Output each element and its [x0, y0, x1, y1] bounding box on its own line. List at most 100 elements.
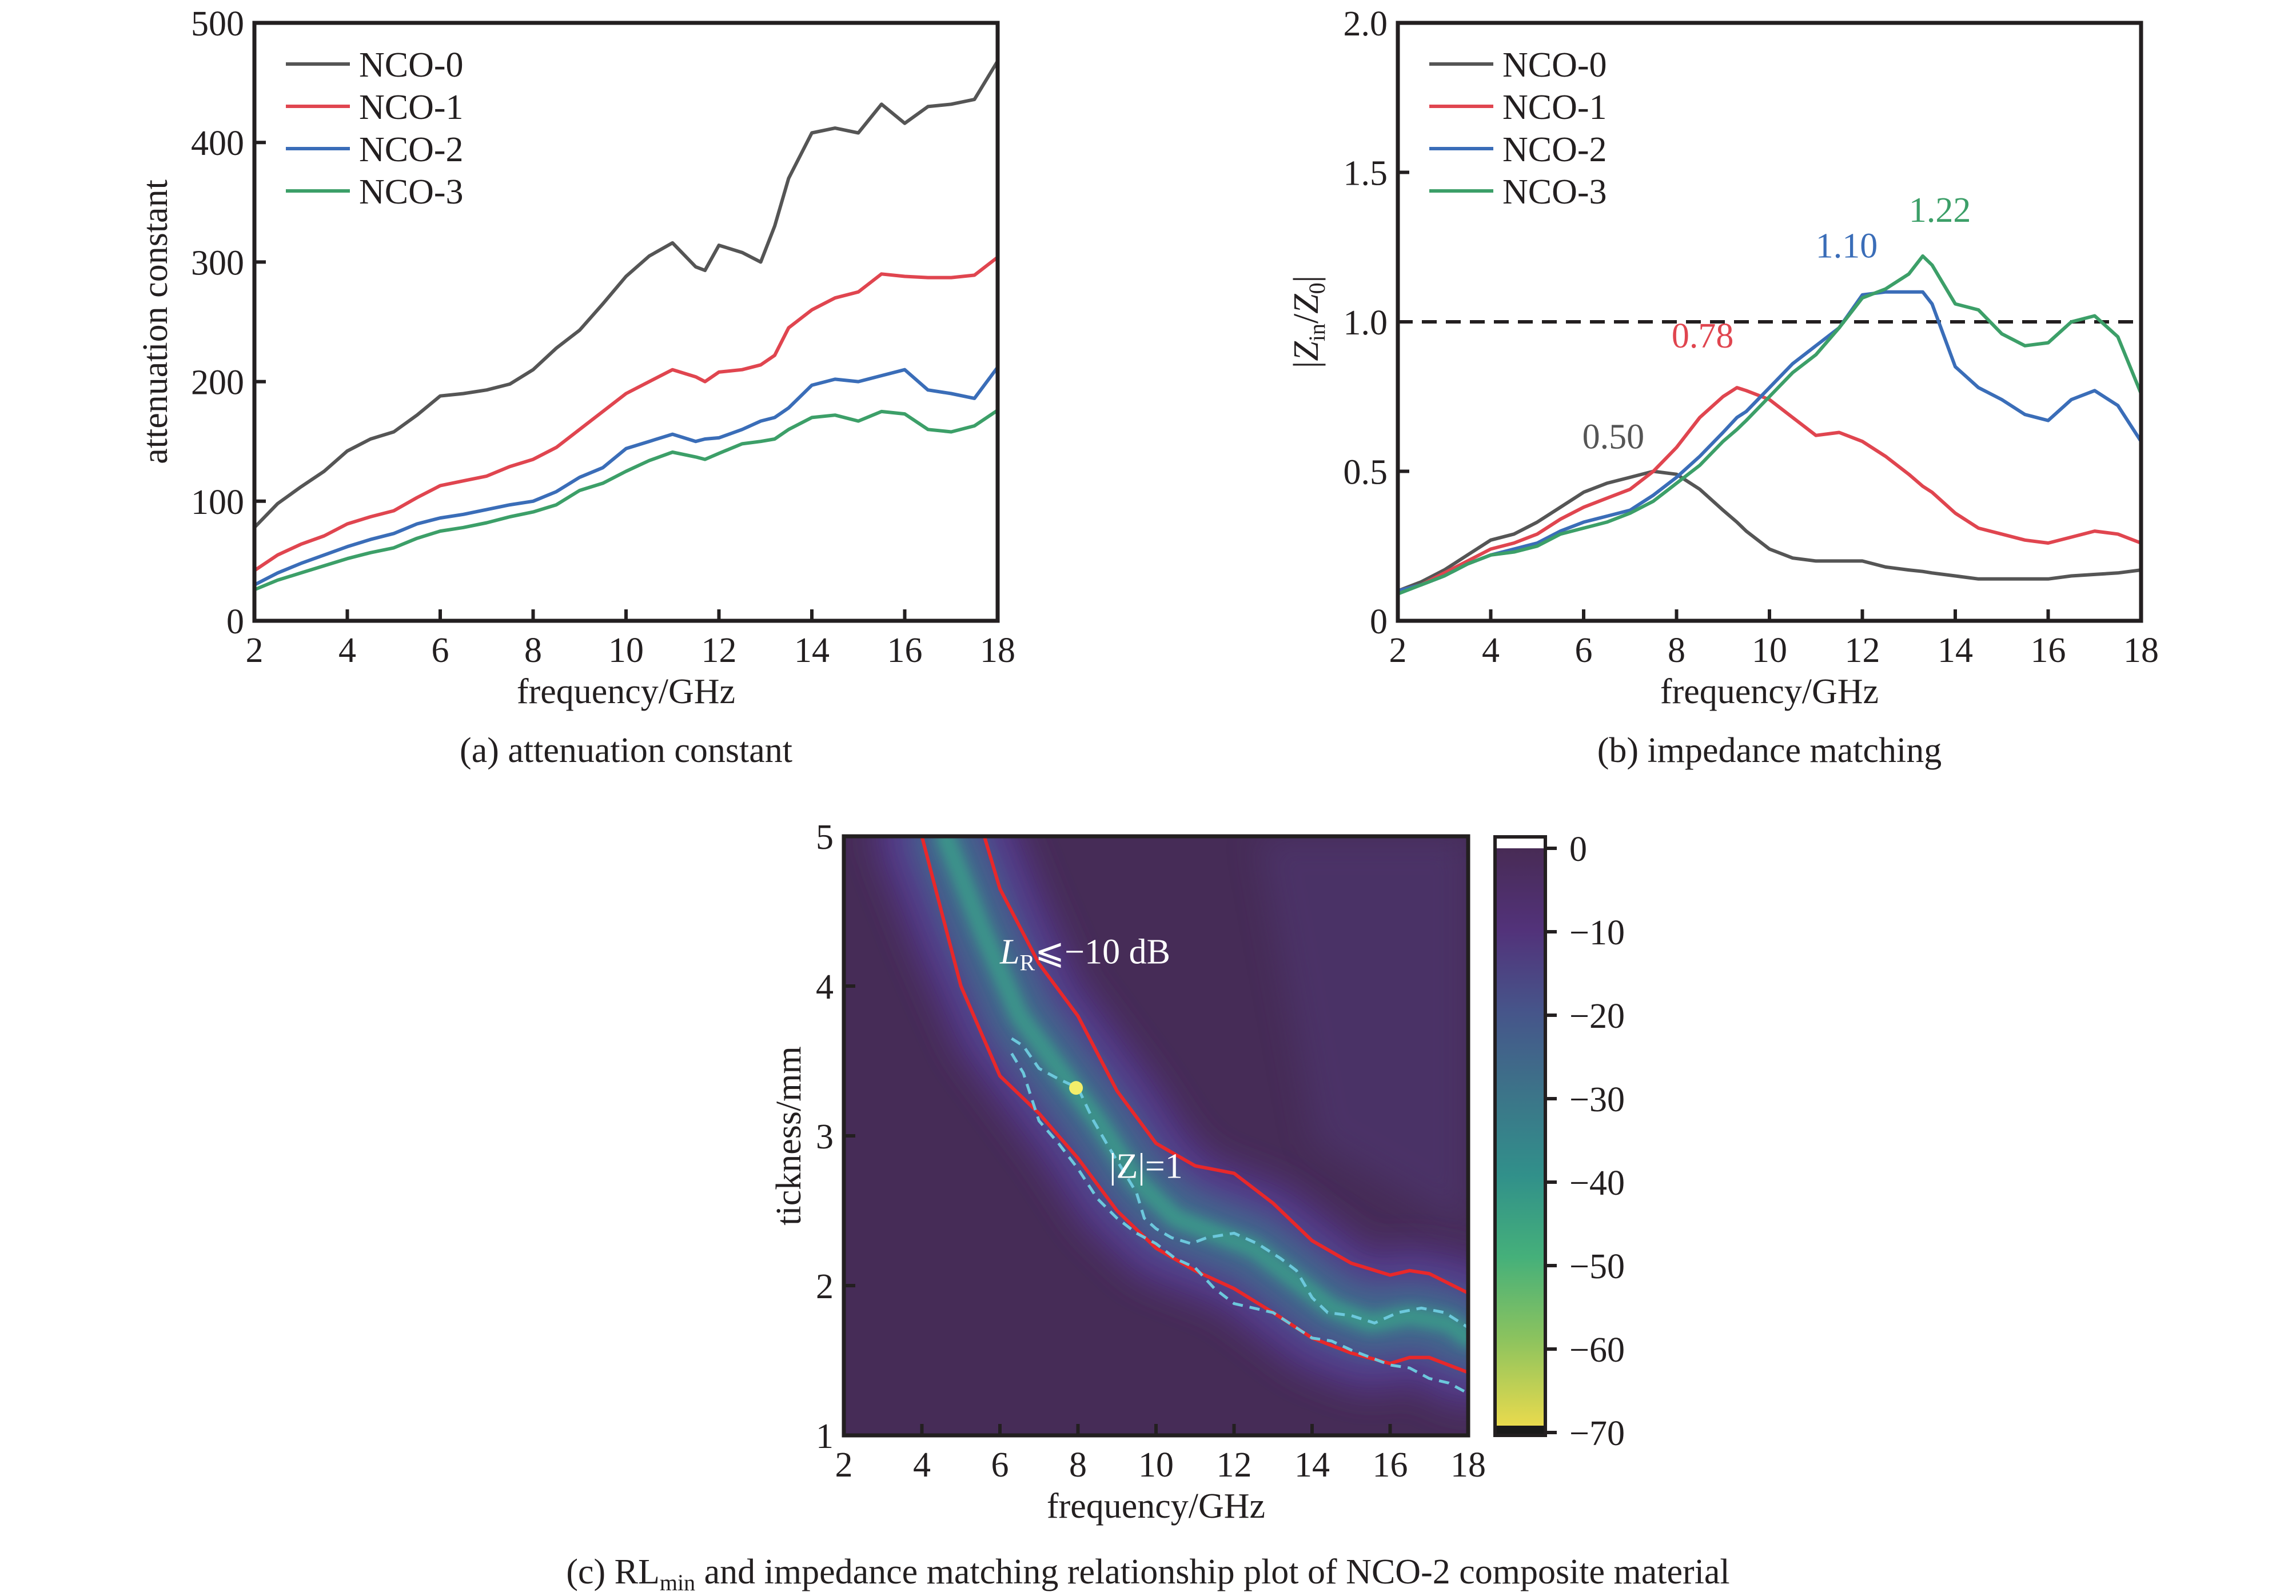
c-z-contour-segment-0 [1011, 1037, 1468, 1329]
c-rl-contour-lower [920, 836, 1468, 1374]
c-z-contour-segment-1 [1010, 1052, 1468, 1395]
c-colorbar-tick-label: −50 [1569, 1247, 1625, 1286]
b-x-tick-label: 14 [1938, 631, 1973, 670]
c-y-tick-label: 3 [816, 1118, 834, 1156]
c-rl-min-marker [1069, 1081, 1083, 1095]
b-y-tick-label: 1.0 [1344, 304, 1388, 342]
c-heatmap-shade-upper [1258, 836, 1468, 1229]
b-x-tick-label: 18 [2123, 631, 2159, 670]
a-x-axis-label: frequency/GHz [517, 672, 735, 711]
a-y-tick-label: 100 [191, 483, 244, 522]
a-legend-item-nco-3: NCO-3 [286, 173, 464, 212]
c-x-axis: 2 4 6 8 10 12 14 16 18 [835, 1424, 1486, 1485]
b-y-tick-label: 0.5 [1344, 453, 1388, 492]
b-x-tick-label: 8 [1668, 631, 1685, 670]
a-x-tick-label: 12 [701, 631, 737, 670]
c-colorbar-tick-label: −40 [1569, 1164, 1625, 1203]
b-ylabel-close: | [1287, 276, 1326, 282]
b-x-tick-label: 12 [1845, 631, 1880, 670]
a-line-nco-2 [253, 366, 999, 586]
c-y-tick-label: 1 [816, 1417, 834, 1456]
b-caption: (b) impedance matching [1597, 731, 1942, 770]
c-annotation-rl-threshold: LR⩽−10 dB [999, 933, 1170, 976]
c-rl-contour-upper [982, 836, 1468, 1295]
b-legend-item-nco-3: NCO-3 [1429, 173, 1607, 212]
a-line-nco-0 [253, 60, 999, 529]
c-y-tick-label: 2 [816, 1267, 834, 1306]
a-x-tick-label: 16 [887, 631, 923, 670]
a-x-tick-label: 10 [608, 631, 644, 670]
a-line-nco-3 [253, 409, 999, 592]
b-x-tick-label: 10 [1752, 631, 1787, 670]
c-y-tick-label: 5 [816, 818, 834, 857]
a-legend-item-nco-2: NCO-2 [286, 130, 464, 169]
b-peak-label-nco-0: 0.50 [1583, 418, 1645, 457]
a-caption: (a) attenuation constant [460, 731, 792, 770]
c-x-tick-label: 16 [1373, 1446, 1408, 1485]
a-x-axis: 2 4 6 8 10 12 14 16 18 [246, 609, 1015, 670]
c-caption-prefix: (c) RL [566, 1553, 660, 1591]
c-colorbar-tick-label: −60 [1569, 1331, 1625, 1370]
c-rl-minus10-contours [920, 836, 1468, 1374]
a-line-nco-1 [253, 256, 999, 572]
b-x-tick-label: 2 [1389, 631, 1407, 670]
b-series-lines [1397, 254, 2143, 596]
b-x-tick-label: 6 [1575, 631, 1593, 670]
c-y-axis-label: tickness/mm [770, 1046, 808, 1225]
a-x-tick-label: 14 [794, 631, 830, 670]
c-x-tick-label: 12 [1217, 1446, 1252, 1485]
b-legend-label: NCO-3 [1502, 173, 1607, 212]
a-x-tick-label: 8 [524, 631, 542, 670]
c-caption-sub: min [660, 1570, 695, 1595]
c-colorbar-tick-label: −20 [1569, 997, 1625, 1036]
a-y-tick-label: 400 [191, 124, 244, 163]
b-ylabel-sub-0: 0 [1304, 282, 1330, 294]
c-colorbar-gradient [1495, 848, 1545, 1433]
c-x-tick-label: 14 [1294, 1446, 1330, 1485]
c-colorbar: 0 −10 −20 −30 −40 −50 −60 −70 [1493, 830, 1625, 1453]
c-x-tick-label: 8 [1069, 1446, 1087, 1485]
c-x-tick-label: 18 [1450, 1446, 1486, 1485]
a-legend-label: NCO-0 [359, 46, 464, 85]
c-caption-suffix: and impedance matching relationship plot… [695, 1553, 1730, 1591]
b-y-axis-label: |Zin/Z0| [1287, 276, 1330, 368]
a-legend-label: NCO-3 [359, 173, 464, 212]
c-colorbar-frame [1493, 835, 1547, 1437]
a-y-tick-label: 300 [191, 244, 244, 282]
a-y-tick-label: 0 [226, 603, 244, 641]
b-peak-label-nco-1: 0.78 [1672, 317, 1734, 356]
b-ylabel-z2: Z [1287, 294, 1326, 314]
b-x-axis-label: frequency/GHz [1660, 672, 1879, 711]
c-z-equals-1-contours [1010, 1037, 1468, 1395]
b-peak-label-nco-3: 1.22 [1909, 191, 1971, 230]
b-peak-label-nco-2: 1.10 [1816, 227, 1878, 266]
b-line-nco-3 [1397, 254, 2143, 596]
a-y-axis-label: attenuation constant [136, 179, 175, 464]
a-y-tick-label: 200 [191, 364, 244, 402]
c-annot-lr-sub: R [1019, 950, 1035, 976]
a-series-lines [253, 60, 999, 592]
b-legend-label: NCO-0 [1502, 46, 1607, 85]
a-legend-label: NCO-2 [359, 130, 464, 169]
b-y-tick-label: 2.0 [1344, 5, 1388, 43]
c-x-axis-label: frequency/GHz [1047, 1487, 1265, 1526]
c-x-tick-label: 2 [835, 1446, 853, 1485]
a-x-tick-label: 4 [338, 631, 356, 670]
a-legend-item-nco-0: NCO-0 [286, 46, 464, 85]
c-colorbar-ticks: 0 −10 −20 −30 −40 −50 −60 −70 [1545, 830, 1625, 1453]
c-colorbar-tick-label: −70 [1569, 1414, 1625, 1453]
b-line-nco-2 [1397, 290, 2143, 593]
panel-impedance-matching: 2 4 6 8 10 12 14 16 18 0 0.5 1.0 1.5 2.0 0.50 0.78 1.1… [1287, 5, 2159, 770]
c-colorbar-tick-label: −10 [1569, 913, 1625, 952]
b-ylabel-slash: / [1287, 313, 1326, 324]
c-x-tick-label: 4 [913, 1446, 931, 1485]
c-heatmap-area [844, 836, 1468, 1435]
b-legend-item-nco-2: NCO-2 [1429, 130, 1607, 169]
a-y-tick-label: 500 [191, 5, 244, 43]
c-y-axis: 1 2 3 4 5 [816, 818, 855, 1456]
b-x-tick-label: 16 [2031, 631, 2066, 670]
b-line-nco-0 [1397, 469, 2142, 593]
